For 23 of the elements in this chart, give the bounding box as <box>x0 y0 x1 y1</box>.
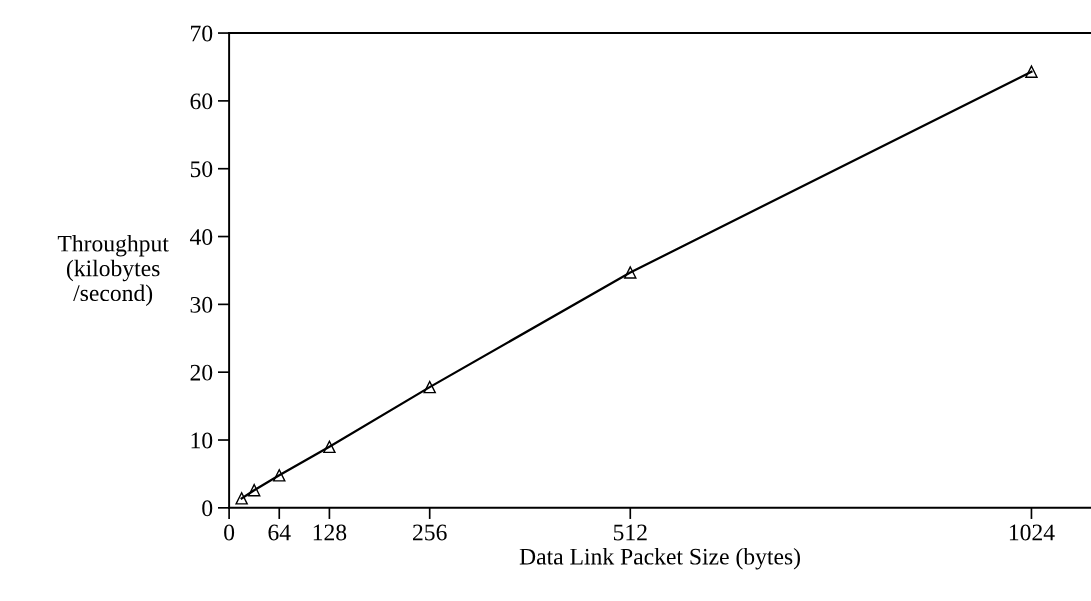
point <box>273 469 286 482</box>
x-axis-title: Data Link Packet Size (bytes) <box>519 548 800 570</box>
y-tick-label: 10 <box>191 432 213 449</box>
point <box>624 266 637 279</box>
point <box>323 440 336 454</box>
y-tick-label: 0 <box>202 500 213 517</box>
point <box>423 380 436 394</box>
x-tick-label: 512 <box>613 524 647 541</box>
y-axis-title: Throughput (kilobytes /second) <box>57 234 169 306</box>
y-tick-label: 40 <box>189 229 213 245</box>
y-tick-label: 30 <box>190 296 213 313</box>
x-tick-label: 128 <box>313 524 347 541</box>
point <box>247 483 261 497</box>
point <box>235 492 248 505</box>
x-tick-label: 0 <box>224 524 235 541</box>
y-tick-label: 60 <box>190 93 213 110</box>
x-tick-label: 1024 <box>1009 524 1055 541</box>
y-tick-label: 50 <box>190 161 213 178</box>
x-tick-label: 256 <box>413 524 447 541</box>
x-tick-label: 64 <box>268 524 291 541</box>
point <box>1025 65 1038 78</box>
y-tick-label: 70 <box>191 25 213 42</box>
y-tick-label: 20 <box>190 364 213 381</box>
